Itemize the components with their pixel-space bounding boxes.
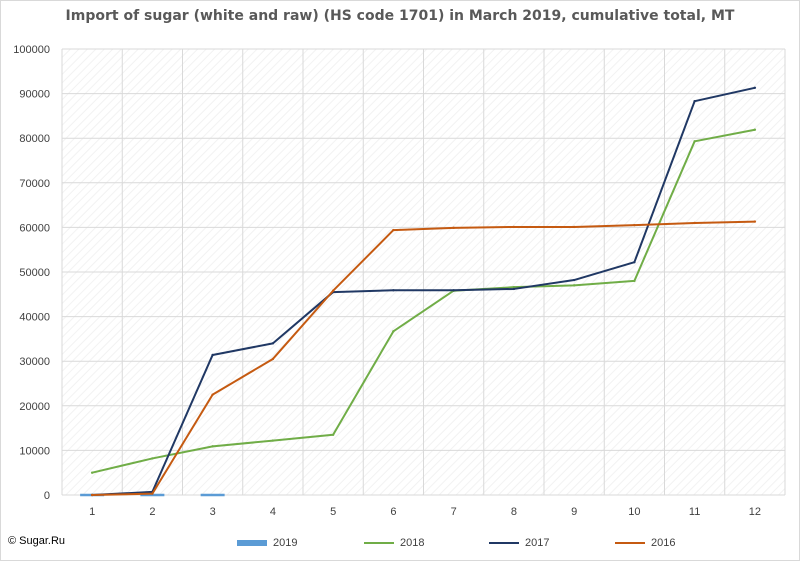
data-point [693,99,696,103]
data-point [331,289,335,292]
data-point [693,221,696,225]
data-point [753,86,757,90]
data-point [392,289,395,292]
data-point [753,220,757,223]
series-line [91,128,756,474]
x-tick-label: 12 [749,506,761,518]
x-tick-label: 6 [390,506,396,518]
y-axis: 0 10000 20000 30000 40000 50000 60000 70000 8000… [13,44,50,502]
data-point [753,128,757,131]
y-tick-label: 20000 [19,401,50,413]
gridlines [61,48,786,496]
data-point [693,140,696,143]
data-point [211,353,214,357]
y-tick-label: 100000 [13,44,50,56]
data-point [151,492,154,495]
data-point [452,226,455,230]
data-point [211,445,214,448]
y-tick-label: 30000 [19,356,50,368]
data-point [271,439,275,442]
x-tick-label: 7 [451,506,457,518]
data-point [572,225,576,229]
legend-label: 2016 [651,537,676,549]
data-point [452,289,455,292]
legend-label: 2019 [273,537,298,549]
series-2018 [90,128,757,474]
data-point [90,471,94,474]
data-point [151,457,154,460]
legend: 2019 2018 2017 2016 [0,533,800,553]
series-line [92,86,756,496]
legend-item-2018: 2018 [364,533,424,553]
data-point [392,330,395,333]
legend-label: 2018 [400,537,425,549]
series-line [92,220,755,496]
data-point [633,279,636,283]
y-tick-label: 90000 [19,89,50,101]
y-tick-label: 70000 [19,178,50,190]
data-point [633,260,636,264]
data-point [90,493,94,497]
x-tick-label: 8 [511,506,517,518]
legend-item-2019: 2019 [237,533,297,553]
legend-item-2016: 2016 [615,533,675,553]
x-tick-label: 5 [330,506,336,518]
data-point [392,228,395,232]
data-point [633,223,636,227]
data-point [512,225,516,229]
x-tick-label: 3 [210,506,216,518]
y-tick-label: 60000 [19,222,50,234]
series-2017 [90,86,757,497]
x-tick-label: 1 [89,506,95,518]
x-tick-label: 2 [149,506,155,518]
data-point [512,287,516,291]
legend-swatch [364,542,394,544]
y-tick-label: 80000 [19,133,50,145]
y-tick-label: 40000 [19,312,50,324]
copyright-text: © Sugar.Ru [8,535,66,547]
series-group [80,86,757,497]
data-point [271,342,275,345]
y-tick-label: 50000 [19,267,50,279]
x-tick-label: 4 [270,506,276,518]
data-point [572,278,576,282]
x-tick-label: 10 [628,506,640,518]
legend-item-2017: 2017 [489,533,549,553]
legend-swatch [489,542,519,544]
y-tick-label: 10000 [19,445,50,457]
data-point [331,433,335,436]
data-point [572,284,576,287]
data-point [271,357,275,361]
x-axis: 1 2 3 4 5 6 7 8 9 10 11 12 [89,506,761,518]
legend-swatch [615,542,645,544]
legend-swatch [237,540,267,546]
series-2016 [90,220,757,497]
legend-label: 2017 [525,537,550,549]
x-tick-label: 11 [689,506,700,518]
chart-title: Import of sugar (white and raw) (HS code… [65,8,735,24]
data-point [211,393,214,396]
data-point [512,285,516,289]
x-tick-label: 9 [571,506,577,518]
y-tick-label: 0 [44,490,50,502]
